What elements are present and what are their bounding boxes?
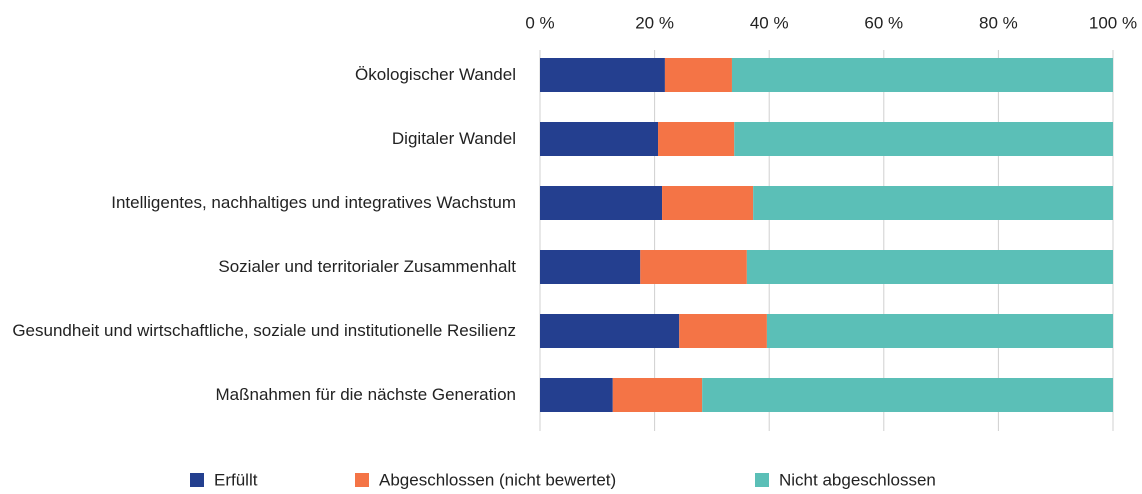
category-label: Sozialer und territorialer Zusammenhalt xyxy=(218,257,516,276)
x-tick-label: 60 % xyxy=(864,13,903,32)
bar-segment xyxy=(540,58,665,92)
x-tick-label: 0 % xyxy=(525,13,554,32)
bar-segment xyxy=(746,250,1113,284)
bar-segment xyxy=(612,378,703,412)
category-label: Maßnahmen für die nächste Generation xyxy=(215,385,516,404)
bar-segment xyxy=(540,250,641,284)
category-label: Gesundheit und wirtschaftliche, soziale … xyxy=(12,321,516,340)
bar-segment xyxy=(540,186,663,220)
bar-segment xyxy=(664,58,732,92)
bar-segment xyxy=(540,314,680,348)
bar-segment xyxy=(766,314,1113,348)
legend-swatch xyxy=(355,473,369,487)
bar-segment xyxy=(540,122,659,156)
legend-label: Nicht abgeschlossen xyxy=(779,470,936,489)
x-tick-label: 100 % xyxy=(1089,13,1137,32)
bar-segment xyxy=(658,122,735,156)
category-label: Intelligentes, nachhaltiges und integrat… xyxy=(111,193,516,212)
legend-swatch xyxy=(190,473,204,487)
bar-segment xyxy=(640,250,747,284)
x-tick-label: 40 % xyxy=(750,13,789,32)
legend-label: Erfüllt xyxy=(214,470,258,489)
bar-segment xyxy=(540,378,613,412)
legend-swatch xyxy=(755,473,769,487)
bar-segment xyxy=(731,58,1113,92)
category-label: Digitaler Wandel xyxy=(391,129,516,148)
bar-segment xyxy=(734,122,1113,156)
x-tick-label: 80 % xyxy=(979,13,1018,32)
bar-segment xyxy=(702,378,1113,412)
legend-label: Abgeschlossen (nicht bewertet) xyxy=(379,470,616,489)
category-label: Ökologischer Wandel xyxy=(355,65,516,84)
x-tick-label: 20 % xyxy=(635,13,674,32)
bar-segment xyxy=(662,186,754,220)
bar-segment xyxy=(679,314,767,348)
bar-segment xyxy=(753,186,1113,220)
